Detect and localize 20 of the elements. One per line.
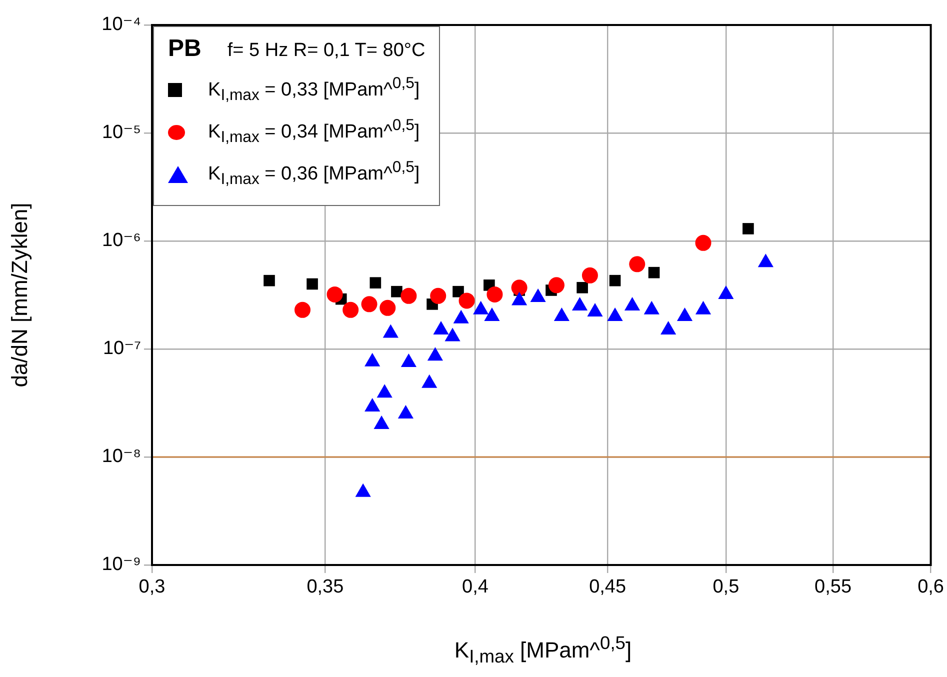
y-tick-label: 10⁻⁸ (102, 446, 141, 468)
x-axis-title: K$_{I,max}$ [MPam^$^{0,5}$] (453, 632, 633, 668)
y-tick-label: 10⁻⁹ (102, 554, 141, 576)
y-tick-label: 10⁻⁷ (102, 338, 142, 360)
x-tick-label: 0,4 (462, 576, 489, 598)
x-tick-label: 0,5 (712, 576, 740, 598)
x-tick-label: 0,3 (138, 576, 166, 598)
legend-title: PB (168, 35, 202, 62)
y-tick-label: 10⁻⁶ (102, 230, 141, 252)
x-tick-label: 0,55 (814, 576, 852, 598)
y-tick-label: 10⁻⁵ (102, 122, 141, 144)
legend-label: K$_{I,max}$ = 0,34 [MPam^$^{0,5}$] (208, 116, 420, 148)
y-tick-label: 10⁻⁴ (102, 14, 141, 36)
y-axis-title: da/dN [mm/Zyklen] (7, 202, 33, 388)
legend-label: K$_{I,max}$ = 0,36 [MPam^$^{0,5}$] (208, 158, 420, 190)
legend-label: K$_{I,max}$ = 0,33 [MPam^$^{0,5}$] (208, 74, 420, 106)
x-tick-label: 0,45 (589, 576, 626, 598)
annotation: f= 5 Hz R= 0,1 T= 80°C (227, 40, 426, 61)
x-tick-label: 0,35 (306, 576, 344, 598)
x-tick-label: 0,6 (918, 576, 944, 598)
